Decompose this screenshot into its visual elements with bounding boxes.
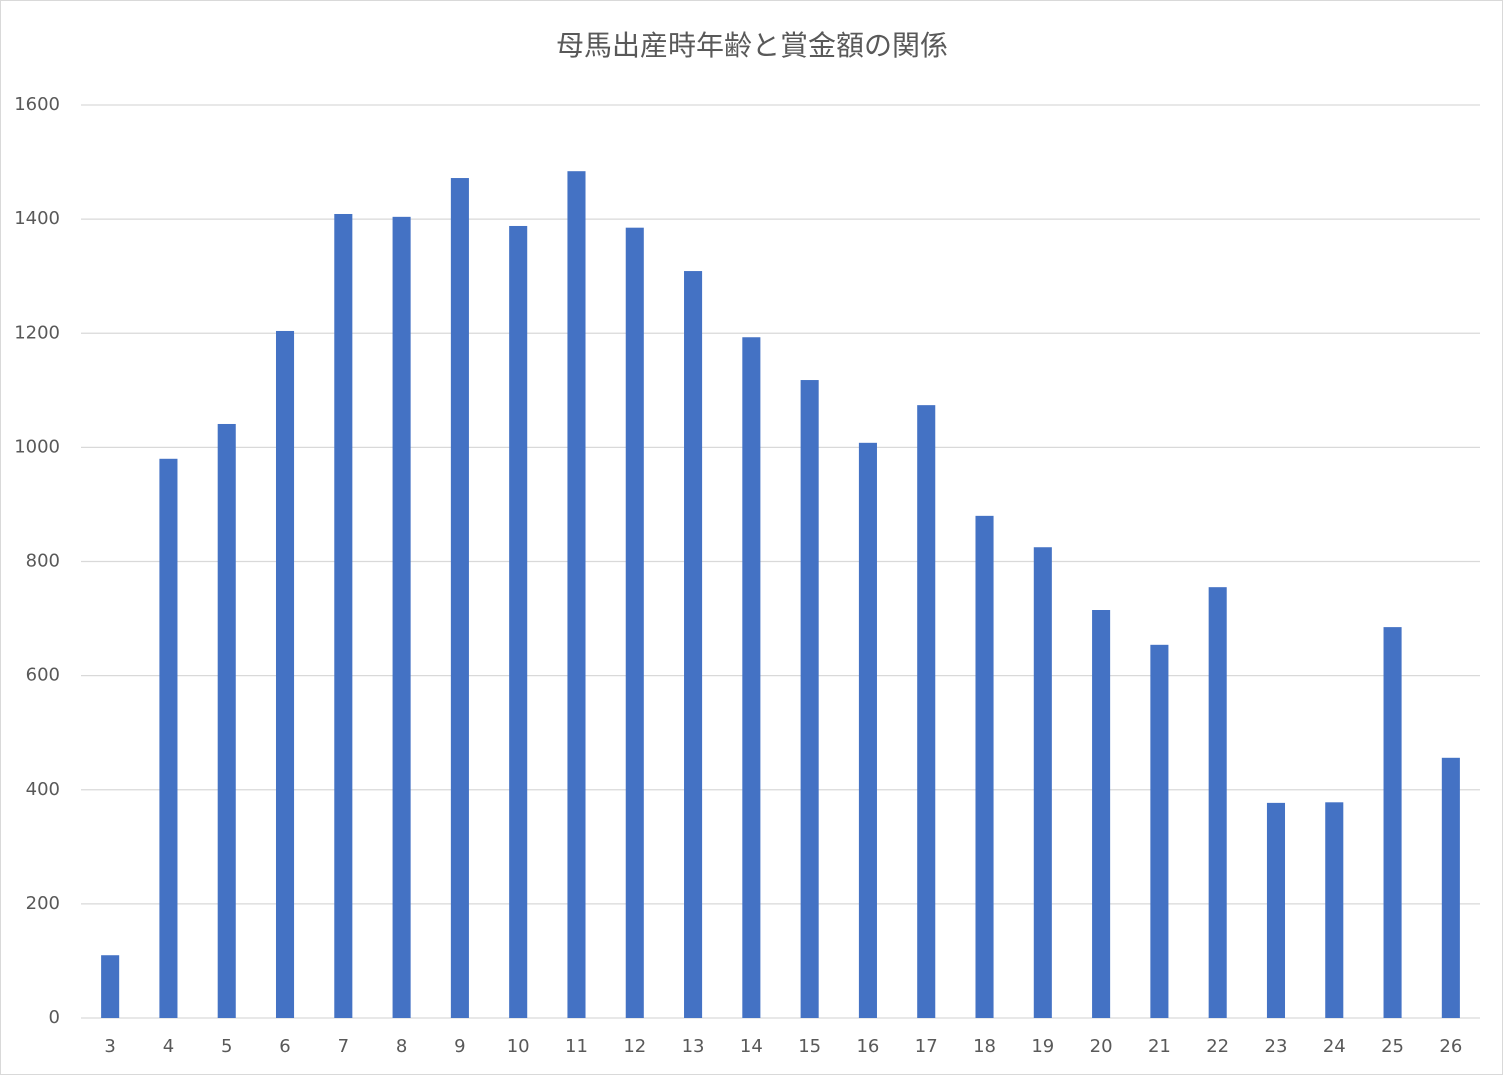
bar — [1033, 547, 1052, 1018]
y-tick-label: 0 — [49, 1007, 60, 1028]
y-tick-label: 800 — [26, 551, 60, 572]
bar — [217, 423, 236, 1018]
x-tick-label: 22 — [1206, 1036, 1229, 1057]
bar — [1150, 644, 1169, 1018]
x-tick-label: 23 — [1265, 1036, 1288, 1057]
y-tick-label: 1200 — [14, 322, 60, 343]
bar — [800, 380, 819, 1018]
bar — [1208, 587, 1227, 1018]
x-tick-label: 10 — [507, 1036, 530, 1057]
x-tick-label: 5 — [221, 1036, 232, 1057]
x-tick-label: 7 — [338, 1036, 349, 1057]
x-tick-label: 26 — [1439, 1036, 1462, 1057]
bar — [742, 337, 761, 1018]
x-tick-label: 24 — [1323, 1036, 1346, 1057]
bar — [858, 442, 877, 1018]
chart-title: 母馬出産時年齢と賞金額の関係 — [556, 29, 948, 62]
bar — [625, 227, 644, 1018]
bar — [275, 330, 295, 1018]
bar — [334, 213, 353, 1018]
x-tick-label: 12 — [623, 1036, 646, 1057]
x-tick-label: 17 — [915, 1036, 938, 1057]
bar — [509, 225, 528, 1018]
bar — [1266, 802, 1286, 1018]
bar — [159, 458, 178, 1019]
bar — [101, 955, 120, 1018]
x-tick-label: 21 — [1148, 1036, 1171, 1057]
y-tick-label: 1000 — [14, 436, 60, 457]
y-tick-label: 1400 — [14, 208, 60, 229]
bar — [1441, 757, 1460, 1018]
x-tick-label: 8 — [396, 1036, 407, 1057]
y-tick-label: 200 — [26, 893, 60, 914]
x-tick-label: 16 — [856, 1036, 879, 1057]
x-tick-label: 25 — [1381, 1036, 1404, 1057]
bar — [450, 178, 469, 1019]
bar — [392, 216, 411, 1018]
x-tick-label: 4 — [163, 1036, 174, 1057]
y-tick-label: 400 — [26, 779, 60, 800]
x-tick-label: 15 — [798, 1036, 821, 1057]
bar — [1092, 610, 1111, 1018]
bar — [1383, 627, 1402, 1018]
x-tick-label: 6 — [279, 1036, 290, 1057]
bar — [975, 515, 994, 1018]
x-tick-label: 20 — [1090, 1036, 1113, 1057]
bar — [1325, 802, 1344, 1018]
x-tick-label: 11 — [565, 1036, 588, 1057]
x-tick-label: 18 — [973, 1036, 996, 1057]
y-tick-label: 600 — [26, 665, 60, 686]
x-tick-label: 19 — [1031, 1036, 1054, 1057]
bar — [567, 171, 586, 1018]
x-tick-label: 14 — [740, 1036, 763, 1057]
y-tick-label: 1600 — [14, 94, 60, 115]
bar — [684, 271, 703, 1018]
x-tick-label: 3 — [104, 1036, 115, 1057]
bar — [917, 405, 936, 1018]
x-tick-label: 13 — [682, 1036, 705, 1057]
x-tick-label: 9 — [454, 1036, 465, 1057]
